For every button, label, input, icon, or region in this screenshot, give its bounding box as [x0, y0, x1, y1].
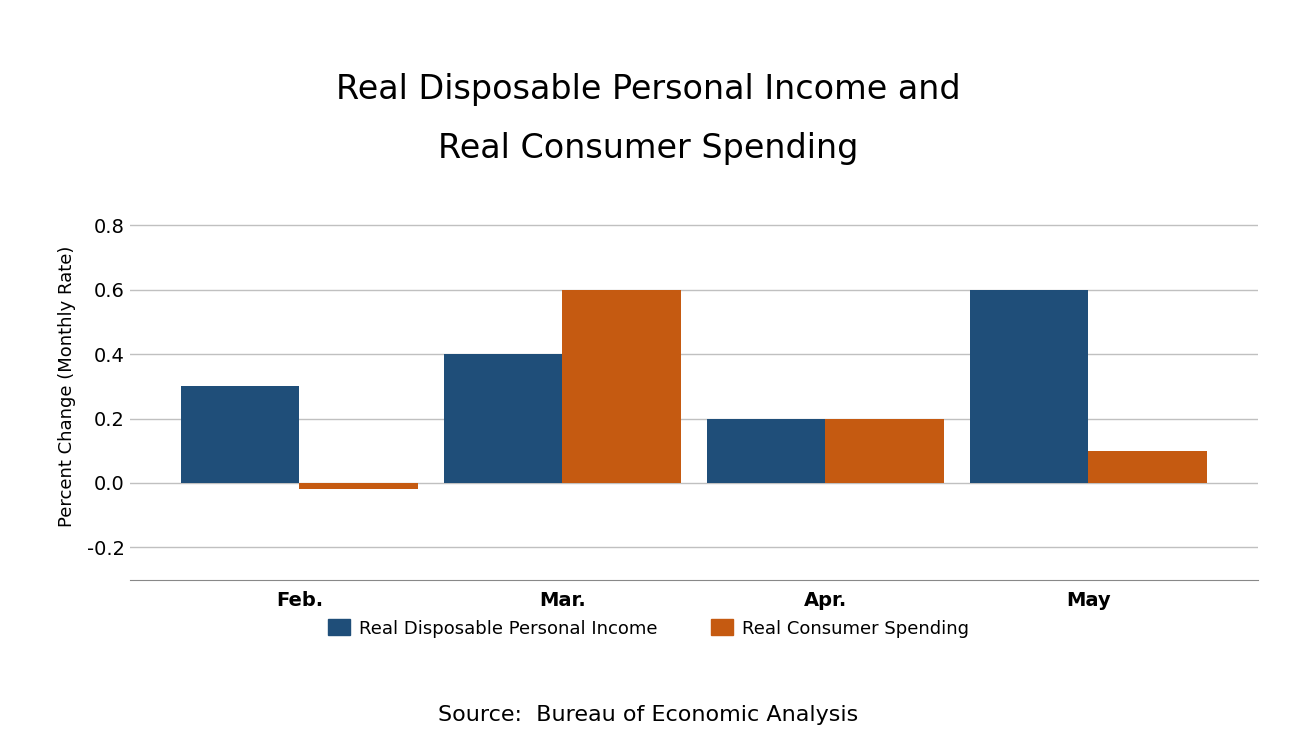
- Bar: [825, 418, 944, 483]
- Bar: [563, 290, 681, 483]
- Text: Real Disposable Personal Income and: Real Disposable Personal Income and: [336, 73, 961, 106]
- Text: Real Consumer Spending: Real Consumer Spending: [438, 132, 859, 165]
- Bar: [444, 354, 563, 483]
- Bar: [707, 418, 825, 483]
- Bar: [970, 290, 1088, 483]
- Y-axis label: Percent Change (Monthly Rate): Percent Change (Monthly Rate): [58, 246, 75, 527]
- Bar: [300, 483, 418, 490]
- Legend: Real Disposable Personal Income, Real Consumer Spending: Real Disposable Personal Income, Real Co…: [320, 612, 977, 645]
- Bar: [182, 386, 300, 483]
- Bar: [1088, 451, 1206, 483]
- Text: Source:  Bureau of Economic Analysis: Source: Bureau of Economic Analysis: [438, 704, 859, 724]
